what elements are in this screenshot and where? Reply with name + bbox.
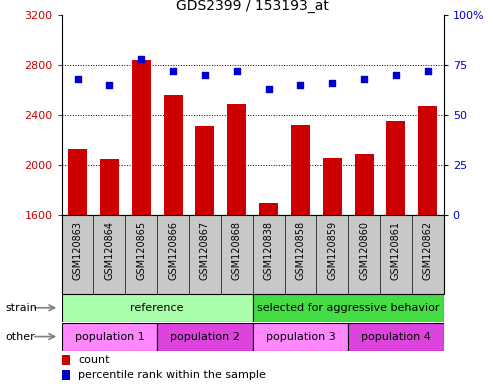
Bar [62, 323, 157, 351]
Point [328, 80, 336, 86]
Text: GSM120865: GSM120865 [136, 221, 146, 280]
Text: count: count [78, 356, 109, 366]
Point [73, 76, 81, 82]
Point [233, 68, 241, 74]
Point [265, 86, 273, 92]
Point [137, 56, 145, 62]
Bar [259, 203, 278, 215]
Point [424, 68, 432, 74]
Bar [62, 355, 70, 366]
Text: population 2: population 2 [170, 331, 240, 342]
Text: other: other [5, 331, 35, 342]
Text: GSM120867: GSM120867 [200, 221, 210, 280]
Bar [418, 106, 437, 215]
Text: GSM120861: GSM120861 [391, 221, 401, 280]
Text: GSM120838: GSM120838 [264, 221, 274, 280]
Point [201, 72, 209, 78]
Bar [62, 370, 70, 380]
Bar [132, 60, 151, 215]
Text: GSM120866: GSM120866 [168, 221, 178, 280]
Text: population 1: population 1 [74, 331, 144, 342]
Text: GSM120864: GSM120864 [105, 221, 114, 280]
Bar [100, 159, 119, 215]
Bar [354, 154, 374, 215]
Text: GSM120858: GSM120858 [295, 221, 306, 280]
Point [392, 72, 400, 78]
Text: population 4: population 4 [361, 331, 431, 342]
Bar [68, 149, 87, 215]
Text: population 3: population 3 [266, 331, 335, 342]
Bar [157, 323, 252, 351]
Text: GSM120868: GSM120868 [232, 221, 242, 280]
Text: GSM120863: GSM120863 [72, 221, 82, 280]
Point [296, 82, 304, 88]
Text: GSM120860: GSM120860 [359, 221, 369, 280]
Bar [323, 158, 342, 215]
Point [169, 68, 177, 74]
Text: reference: reference [130, 303, 184, 313]
Bar [195, 126, 214, 215]
Point [360, 76, 368, 82]
Text: strain: strain [5, 303, 37, 313]
Title: GDS2399 / 153193_at: GDS2399 / 153193_at [176, 0, 329, 13]
Text: GSM120859: GSM120859 [327, 221, 337, 280]
Point [106, 82, 113, 88]
Text: selected for aggressive behavior: selected for aggressive behavior [257, 303, 439, 313]
Bar [291, 125, 310, 215]
Bar [252, 294, 444, 322]
Bar [62, 215, 444, 294]
Bar [387, 121, 405, 215]
Bar [164, 95, 182, 215]
Bar [252, 323, 348, 351]
Bar [227, 104, 246, 215]
Bar [348, 323, 444, 351]
Text: GSM120862: GSM120862 [423, 221, 433, 280]
Bar [62, 294, 252, 322]
Text: percentile rank within the sample: percentile rank within the sample [78, 370, 266, 380]
